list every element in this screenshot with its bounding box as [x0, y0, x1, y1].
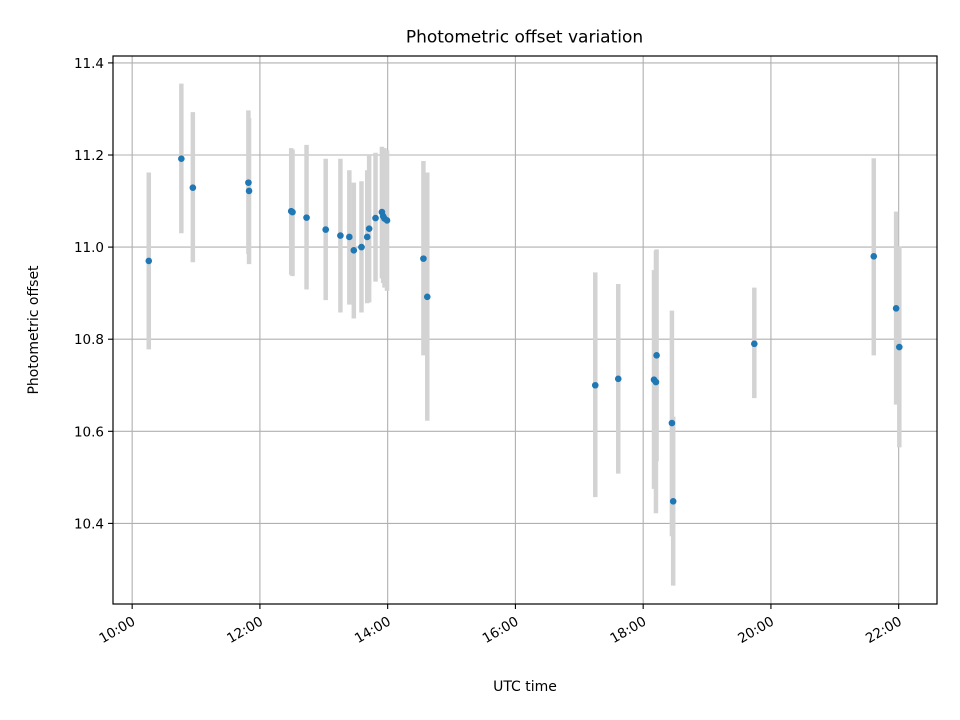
data-point	[322, 226, 330, 233]
data-point	[591, 381, 599, 389]
data-point	[303, 214, 310, 221]
data-point	[896, 343, 903, 351]
data-point	[668, 419, 676, 427]
data-point	[245, 187, 253, 195]
data-point	[346, 233, 353, 241]
data-point	[870, 253, 878, 260]
data-point	[383, 217, 391, 224]
data-point	[420, 255, 427, 262]
data-point	[363, 233, 371, 241]
y-axis-label: Photometric offset	[26, 265, 42, 395]
plot-frame	[112, 55, 938, 605]
data-point	[358, 243, 365, 251]
chart-title: Photometric offset variation	[406, 28, 643, 48]
y-tick-label: 11.2	[74, 148, 104, 164]
data-point	[189, 184, 197, 192]
y-tick-label: 10.6	[74, 424, 104, 440]
x-axis-label: UTC time	[493, 679, 557, 695]
y-tick-label: 11.4	[74, 56, 104, 72]
data-point	[669, 498, 677, 505]
data-point	[337, 232, 344, 239]
data-points	[145, 155, 903, 505]
data-point	[372, 214, 379, 222]
data-point	[350, 247, 358, 254]
data-point	[652, 378, 660, 386]
data-point	[423, 293, 431, 301]
y-tick-label: 10.4	[74, 516, 104, 532]
data-point	[145, 257, 153, 265]
data-point	[653, 352, 660, 359]
data-point	[289, 208, 296, 216]
y-axis-ticks: 10.4 10.6 10.8 11.0 11.2 11.4	[74, 56, 113, 532]
y-tick-label: 11.0	[74, 240, 104, 256]
data-point	[245, 179, 252, 186]
data-point	[365, 225, 373, 232]
data-point	[892, 305, 900, 312]
data-point	[751, 340, 758, 348]
y-tick-label: 10.8	[74, 332, 104, 348]
data-point	[178, 155, 185, 162]
data-point	[614, 375, 622, 383]
